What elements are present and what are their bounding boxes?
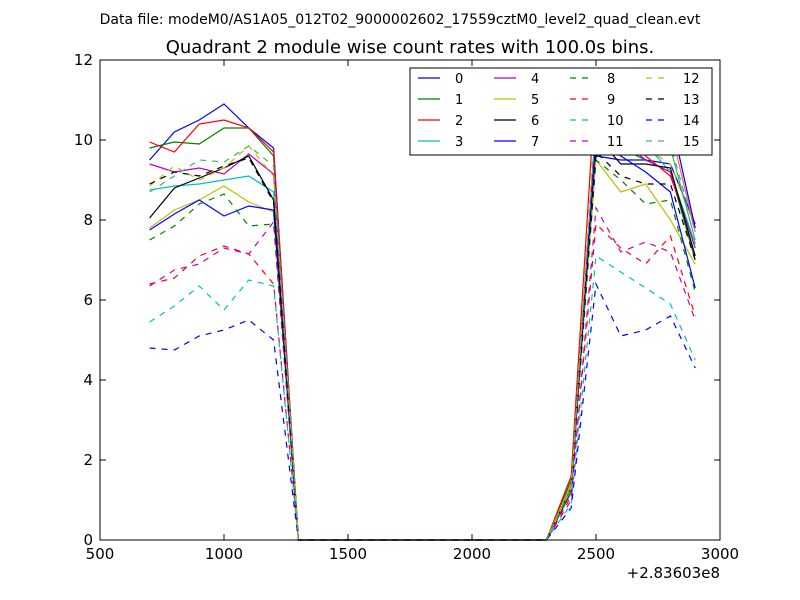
x-tick-label: 500: [86, 545, 115, 563]
y-tick-label: 12: [74, 51, 93, 69]
x-tick-label: 1500: [329, 545, 367, 563]
chart-title: Quadrant 2 module wise count rates with …: [166, 37, 655, 58]
x-axis: 500 1000 1500 2000 2500 3000: [86, 60, 739, 563]
legend-label-10: 10: [607, 114, 624, 129]
y-tick-label: 10: [74, 131, 93, 149]
series-line-7: [149, 134, 696, 541]
y-tick-label: 6: [83, 291, 93, 309]
legend-label-6: 6: [531, 114, 539, 129]
series-line-0: [149, 103, 696, 541]
y-tick-label: 0: [83, 531, 93, 549]
y-tick-label: 4: [83, 371, 93, 389]
series-line-4: [149, 122, 696, 541]
x-tick-label: 3000: [701, 545, 739, 563]
series-line-14: [149, 281, 696, 541]
legend-label-4: 4: [531, 72, 539, 87]
x-tick-label: 2000: [453, 545, 491, 563]
series-line-9: [149, 222, 696, 541]
legend-label-3: 3: [455, 135, 463, 150]
legend-label-13: 13: [683, 93, 700, 108]
series-line-8: [149, 158, 696, 541]
series-line-6: [149, 134, 696, 541]
series-line-11: [149, 206, 696, 541]
legend-label-8: 8: [607, 72, 615, 87]
series-line-5: [149, 158, 696, 541]
y-tick-label: 8: [83, 211, 93, 229]
x-tick-label: 2500: [577, 545, 615, 563]
legend-label-7: 7: [531, 135, 539, 150]
legend-label-1: 1: [455, 93, 463, 108]
x-tick-label: 1000: [205, 545, 243, 563]
y-tick-label: 2: [83, 451, 93, 469]
legend-label-12: 12: [683, 72, 700, 87]
legend-label-9: 9: [607, 93, 615, 108]
series-line-1: [149, 127, 696, 541]
legend-label-5: 5: [531, 93, 539, 108]
series-line-12: [149, 102, 696, 541]
legend-label-0: 0: [455, 72, 463, 87]
chart-suptitle: Data file: modeM0/AS1A05_012T02_90000026…: [100, 12, 701, 28]
series-line-10: [149, 254, 696, 541]
legend-label-15: 15: [683, 135, 700, 150]
legend-label-14: 14: [683, 114, 700, 129]
legend-label-2: 2: [455, 114, 463, 129]
series-line-13: [149, 150, 696, 541]
legend-label-11: 11: [607, 135, 624, 150]
x-offset-label: +2.83603e8: [627, 564, 720, 582]
